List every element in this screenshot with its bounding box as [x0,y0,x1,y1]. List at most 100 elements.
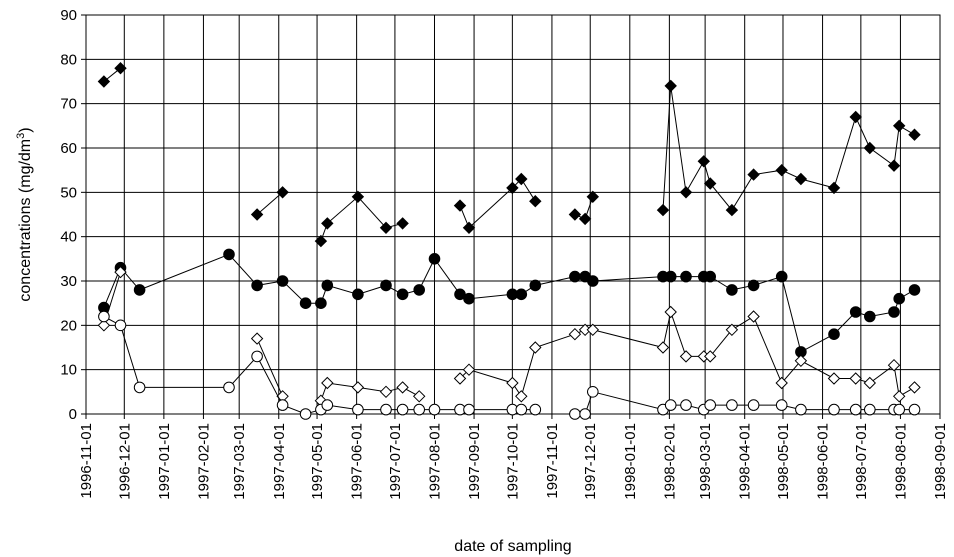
data-point [251,279,263,292]
data-point [223,381,235,394]
data-point [703,350,717,363]
data-point [795,403,807,416]
data-point [114,61,127,75]
data-point [276,186,289,199]
series-line [103,253,915,353]
x-tick-label: 1996-12-01 [116,423,133,500]
data-point [725,203,739,217]
data-point [747,279,760,292]
y-tick-label: 40 [60,229,77,246]
data-point [893,403,906,416]
data-point [529,341,542,354]
x-tick-label: 1998-06-01 [815,423,832,500]
data-point [396,403,409,416]
series-line [256,191,283,215]
data-point [276,275,289,287]
x-tick-label: 1997-10-01 [504,423,521,500]
data-point [462,221,476,235]
data-point [352,403,364,416]
x-tick-label: 1996-11-01 [78,423,95,499]
data-point [428,403,441,416]
data-point [351,190,365,204]
y-tick-label: 10 [60,362,77,379]
y-tick-label: 60 [60,140,77,157]
data-point [463,292,475,305]
data-point [703,177,717,190]
data-point [413,284,426,296]
data-point [908,403,921,416]
data-point [453,199,467,212]
data-point [97,319,111,332]
data-point [908,128,921,141]
x-tick-label: 1997-06-01 [349,423,366,500]
data-point [586,190,600,204]
data-point [515,172,528,186]
data-point [747,310,760,323]
data-point [828,403,840,416]
series-line [256,338,284,397]
x-tick-label: 1998-08-01 [892,423,909,500]
data-point [704,399,717,411]
data-point [680,399,692,411]
data-point [299,408,312,420]
data-point [568,208,582,221]
x-tick-label: 1997-07-01 [387,423,404,500]
data-point [908,381,921,394]
data-point [726,284,738,296]
series-3 [97,265,921,407]
data-point [579,408,591,420]
data-point [299,297,312,310]
data-point [664,305,677,319]
data-point [887,159,901,172]
data-point [223,248,235,261]
data-point [98,310,110,323]
x-tick-label: 1998-05-01 [775,423,792,500]
data-point [863,141,877,155]
y-tick-label: 50 [60,184,77,201]
data-point [133,284,146,296]
series-line [459,178,536,229]
data-point [578,212,592,226]
data-point [893,292,906,305]
x-tick-label: 1997-08-01 [426,423,443,500]
data-point [529,194,542,208]
data-point [863,376,877,390]
data-point [587,275,599,287]
gridlines [86,15,940,414]
y-axis-title-superscript: 3 [15,133,27,139]
data-point [892,390,906,403]
data-point [114,265,127,279]
data-point [250,332,264,345]
data-point [664,79,677,93]
data-point [352,288,364,301]
plot-area [85,14,941,415]
data-point [680,270,692,283]
data-point [515,403,528,416]
data-point [506,181,519,195]
data-point [747,399,760,411]
data-point [679,350,693,363]
data-point [656,341,670,354]
data-point [529,279,542,292]
x-tick-label: 1997-05-01 [309,423,326,500]
axes: 0 10 20 30 40 50 60 70 80 90 1996-11-01 1996-12-01 1… [60,7,949,500]
x-tick-label: 1997-11-01 [544,423,561,499]
data-point [827,372,841,385]
data-point [315,297,327,310]
data-point [747,168,760,181]
data-point [133,381,146,394]
data-point [413,403,426,416]
series-line [320,196,403,242]
data-point [396,381,409,394]
data-point [586,323,600,337]
data-point [775,270,788,283]
x-tick-label: 1998-03-01 [697,423,714,500]
x-tick-label: 1998-01-01 [622,423,639,500]
data-point [849,306,862,318]
data-point [679,186,693,199]
data-point [379,385,393,399]
data-point [321,399,334,411]
data-point [462,363,476,376]
data-point [775,163,788,177]
